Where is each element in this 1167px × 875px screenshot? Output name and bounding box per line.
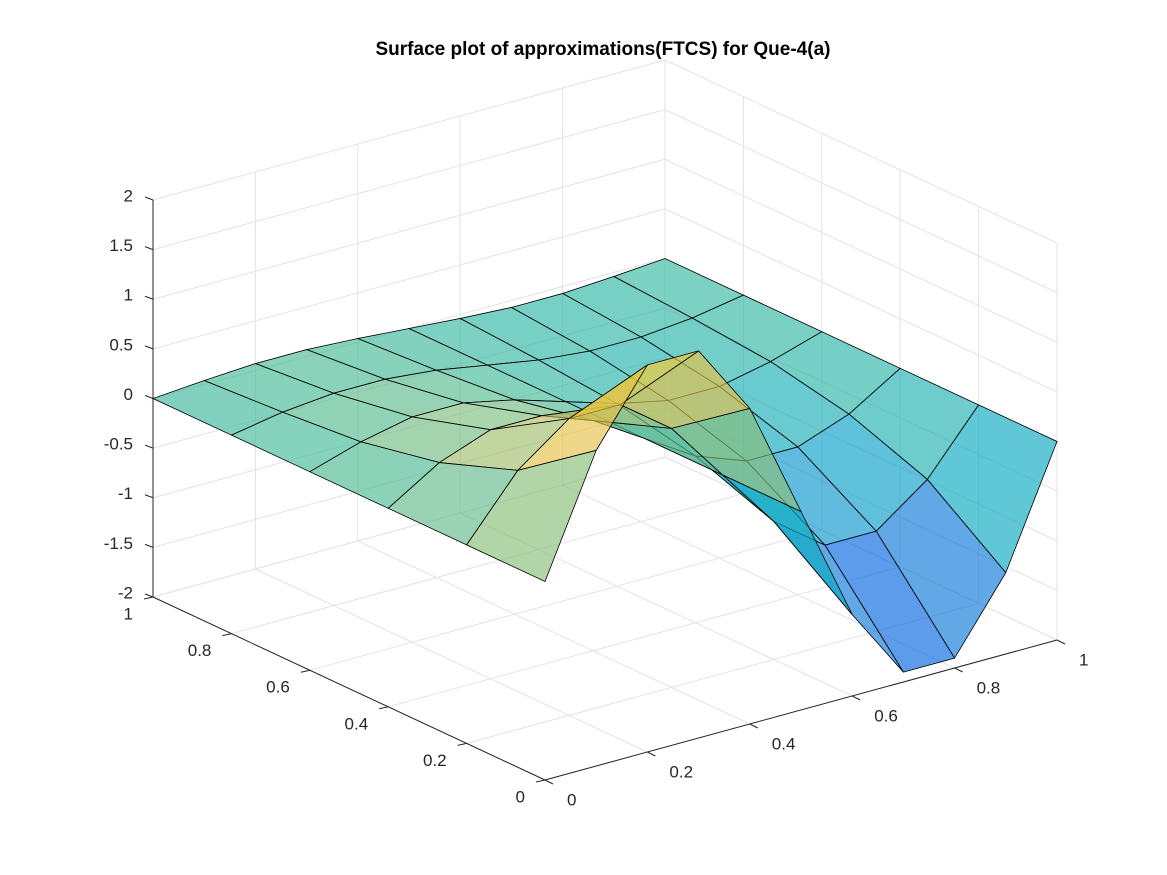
grid-line xyxy=(152,158,666,300)
tick-mark xyxy=(144,295,154,300)
z-tick-label: 1.5 xyxy=(109,236,133,255)
z-tick-label: -0.5 xyxy=(104,435,133,454)
y-tick-label: 0.4 xyxy=(345,714,369,733)
x-tick-label: 0.2 xyxy=(669,762,693,781)
y-tick-label: 1 xyxy=(124,604,133,623)
z-tick-label: -1 xyxy=(118,484,133,503)
tick-mark xyxy=(222,633,232,637)
y-tick-label: 0.2 xyxy=(423,751,447,770)
grid-line xyxy=(255,568,648,753)
x-tick-label: 0.4 xyxy=(772,734,796,753)
z-tick-label: 0 xyxy=(124,385,133,404)
y-axis xyxy=(152,596,546,781)
tick-mark xyxy=(144,543,154,548)
z-tick-label: -1.5 xyxy=(104,534,133,553)
chart-title: Surface plot of approximations(FTCS) for… xyxy=(376,39,831,60)
tick-mark xyxy=(144,345,154,350)
tick-mark xyxy=(954,667,963,673)
tick-mark xyxy=(379,706,389,710)
x-tick-label: 0 xyxy=(567,790,576,809)
z-tick-label: 1 xyxy=(124,286,133,305)
z-tick-label: 2 xyxy=(124,186,133,205)
tick-mark xyxy=(144,395,154,399)
grid-line xyxy=(152,59,666,201)
grid-line xyxy=(152,109,666,251)
tick-mark xyxy=(535,779,546,783)
grid-line xyxy=(664,208,1058,393)
grid-line xyxy=(664,109,1058,294)
y-tick-label: 0.6 xyxy=(266,678,290,697)
grid-line xyxy=(309,529,822,671)
tick-mark xyxy=(144,494,154,499)
tick-mark xyxy=(143,596,154,600)
grid-line xyxy=(388,566,901,708)
grid-line xyxy=(152,208,666,350)
tick-mark xyxy=(544,779,554,785)
tick-mark xyxy=(144,246,154,251)
grid-line xyxy=(357,540,751,725)
z-tick-label: -2 xyxy=(118,583,133,602)
grid-line xyxy=(231,493,744,635)
surface-face xyxy=(466,449,597,583)
x-tick-label: 0.6 xyxy=(874,706,898,725)
tick-mark xyxy=(1056,639,1066,645)
z-tick-label: 0.5 xyxy=(109,335,133,354)
tick-mark xyxy=(144,593,154,598)
tick-mark xyxy=(144,444,154,449)
tick-mark xyxy=(851,695,861,701)
y-tick-label: 0 xyxy=(516,787,525,806)
tick-mark xyxy=(457,742,467,746)
x-tick-label: 0.8 xyxy=(977,678,1001,697)
grid-line xyxy=(664,158,1058,343)
tick-mark xyxy=(749,723,759,729)
grid-line xyxy=(664,59,1058,244)
x-tick-label: 1 xyxy=(1079,650,1088,669)
y-tick-label: 0.8 xyxy=(188,641,212,660)
tick-mark xyxy=(300,669,310,673)
tick-mark xyxy=(647,751,656,757)
x-axis xyxy=(544,639,1058,781)
tick-mark xyxy=(144,196,154,201)
